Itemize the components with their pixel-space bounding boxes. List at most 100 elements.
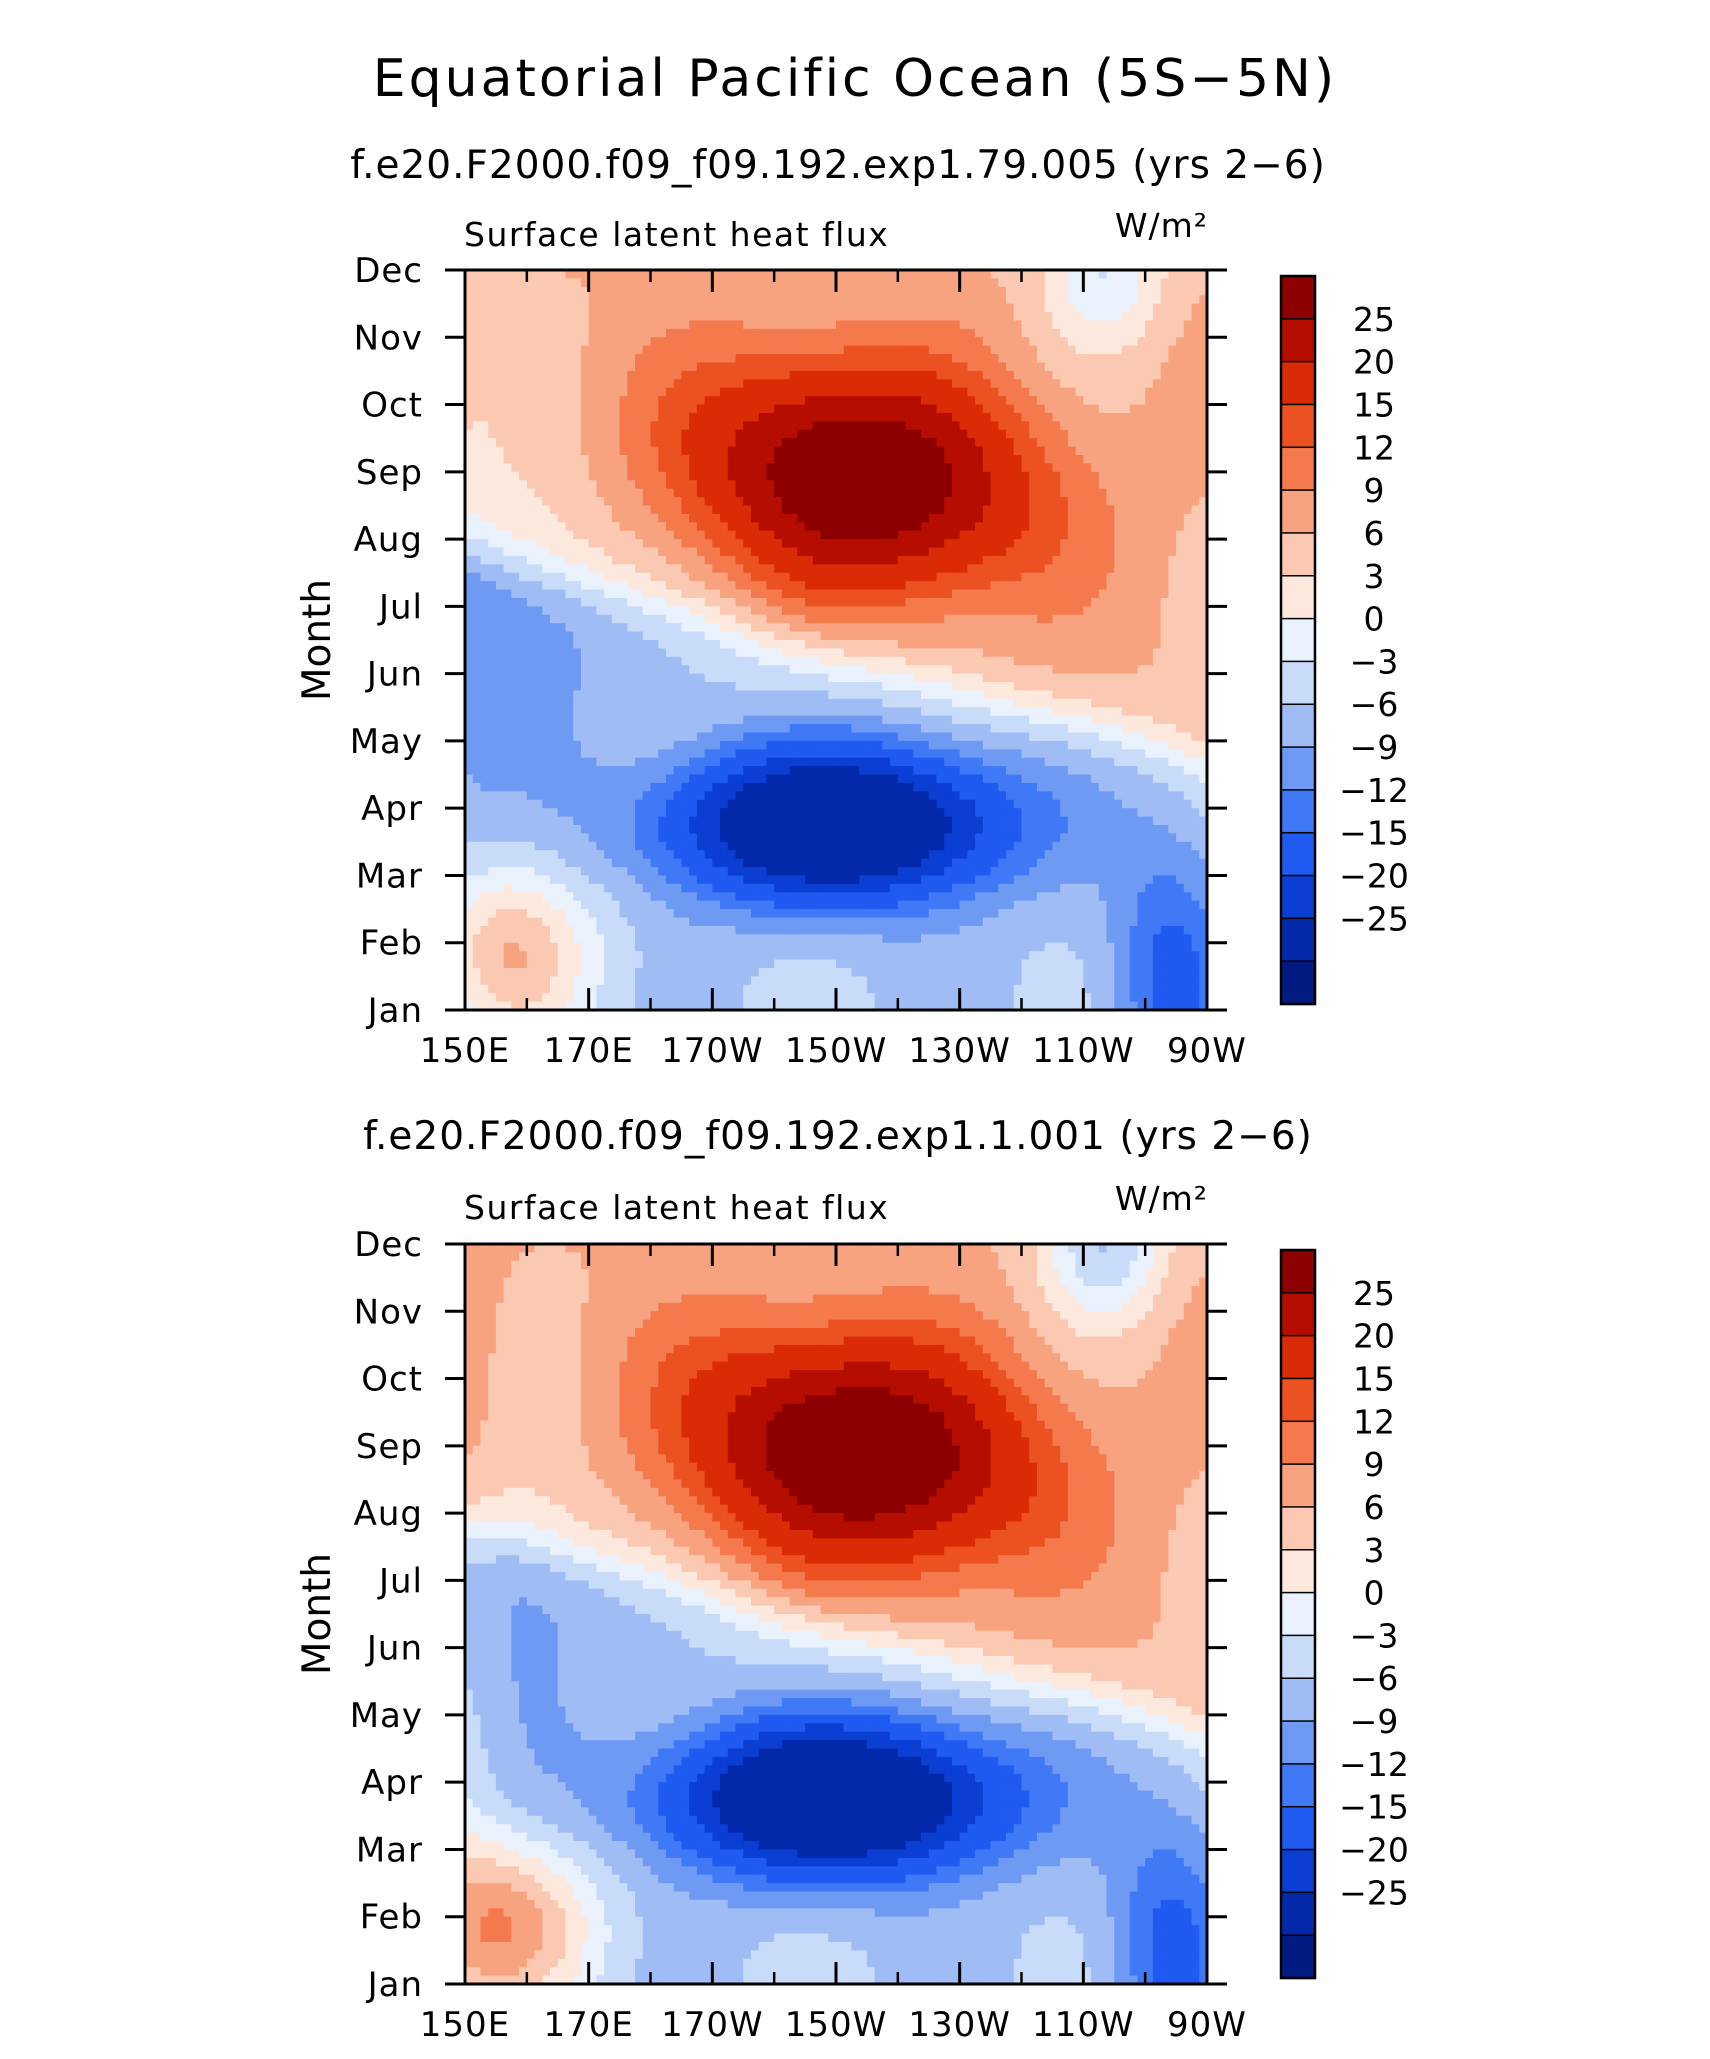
contour-cell [959, 656, 968, 666]
contour-cell [557, 412, 567, 422]
contour-cell [1098, 328, 1108, 338]
contour-cell [882, 522, 891, 532]
contour-cell [843, 404, 853, 414]
contour-cell [727, 455, 737, 465]
contour-cell [758, 547, 768, 557]
contour-cell [774, 656, 783, 666]
contour-cell [890, 379, 899, 389]
contour-cell [1152, 387, 1162, 397]
contour-cell [534, 438, 543, 448]
contour-cell [727, 345, 737, 355]
contour-cell [735, 497, 744, 507]
contour-cell [565, 682, 574, 692]
contour-cell [596, 513, 605, 523]
contour-cell [511, 345, 520, 355]
contour-cell [534, 522, 543, 532]
contour-cell [789, 656, 798, 666]
contour-cell [1137, 354, 1146, 364]
contour-cell [781, 480, 791, 490]
contour-cell [913, 555, 922, 565]
contour-cell [1067, 463, 1077, 473]
contour-cell [665, 396, 675, 406]
contour-cell [611, 589, 621, 599]
contour-cell [959, 429, 968, 439]
contour-cell [550, 312, 559, 322]
contour-cell [488, 387, 497, 397]
contour-cell [1176, 379, 1185, 389]
contour-cell [519, 656, 528, 666]
contour-cell [843, 396, 853, 406]
contour-cell [542, 278, 551, 288]
contour-cell [542, 345, 551, 355]
contour-cell [465, 345, 474, 355]
contour-cell [1060, 396, 1069, 406]
contour-cell [1121, 278, 1131, 288]
contour-cell [1121, 463, 1131, 473]
contour-cell [611, 446, 621, 456]
contour-cell [557, 589, 567, 599]
contour-cell [1044, 505, 1054, 515]
contour-cell [820, 471, 829, 481]
contour-cell [1145, 648, 1154, 658]
contour-cell [1036, 278, 1046, 288]
contour-cell [526, 463, 536, 473]
contour-cell [1137, 312, 1146, 322]
contour-cell [1060, 328, 1069, 338]
contour-cell [1145, 421, 1154, 431]
contour-cell [1152, 682, 1162, 692]
contour-cell [1191, 303, 1200, 313]
contour-cell [619, 572, 628, 582]
contour-cell [1129, 387, 1139, 397]
contour-cell [495, 539, 505, 549]
contour-cell [982, 370, 992, 380]
contour-cell [1137, 656, 1146, 666]
contour-cell [681, 614, 690, 624]
contour-cell [944, 623, 953, 633]
contour-cell [1121, 286, 1131, 296]
contour-cell [990, 412, 999, 422]
contour-cell [665, 429, 675, 439]
contour-cell [766, 690, 775, 700]
contour-cell [488, 320, 497, 330]
contour-cell [619, 270, 628, 280]
contour-cell [1191, 387, 1200, 397]
contour-cell [1152, 665, 1162, 675]
contour-cell [866, 623, 876, 633]
contour-cell [619, 328, 628, 338]
contour-cell [642, 698, 652, 708]
contour-cell [573, 446, 582, 456]
contour-cell [465, 429, 474, 439]
contour-cell [851, 640, 860, 650]
contour-cell [967, 370, 976, 380]
contour-cell [565, 455, 574, 465]
contour-cell [495, 370, 505, 380]
contour-cell [658, 446, 667, 456]
contour-cell [712, 505, 721, 515]
contour-cell [526, 665, 536, 675]
contour-cell [465, 295, 474, 305]
contour-cell [836, 539, 845, 549]
contour-cell [511, 648, 520, 658]
contour-cell [1083, 303, 1092, 313]
contour-cell [1044, 446, 1054, 456]
contour-cell [743, 320, 752, 330]
contour-cell [696, 421, 706, 431]
contour-cell [1091, 320, 1100, 330]
contour-cell [743, 513, 752, 523]
contour-cell [797, 631, 806, 641]
contour-cell [1083, 455, 1092, 465]
contour-cell [542, 581, 551, 591]
contour-cell [1168, 438, 1177, 448]
contour-cell [1191, 312, 1200, 322]
contour-cell [681, 429, 690, 439]
contour-cell [1137, 471, 1146, 481]
contour-cell [1160, 522, 1169, 532]
contour-cell [588, 286, 597, 296]
contour-cell [704, 665, 713, 675]
contour-cell [959, 690, 968, 700]
contour-cell [781, 530, 791, 540]
contour-cell [890, 362, 899, 372]
contour-cell [480, 396, 489, 406]
contour-cell [673, 278, 683, 288]
contour-cell [1152, 698, 1162, 708]
